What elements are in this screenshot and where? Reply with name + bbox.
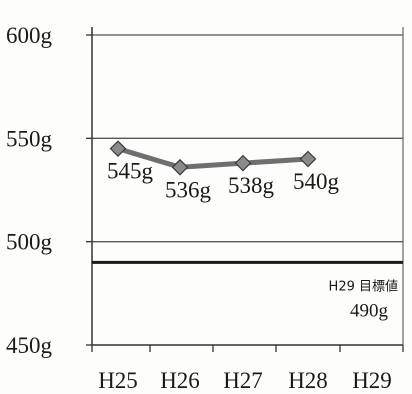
target-caption: H29 目標値: [329, 278, 398, 294]
y-tick-label-500: 500g: [6, 230, 53, 255]
data-label-H26: 536g: [165, 177, 212, 202]
x-tick-label-H29: H29: [352, 368, 392, 393]
data-label-H27: 538g: [228, 173, 275, 198]
x-tick-label-H25: H25: [98, 368, 138, 393]
x-tick-label-H27: H27: [223, 368, 263, 393]
data-label-H25: 545g: [107, 159, 154, 184]
y-tick-label-550: 550g: [6, 126, 53, 151]
data-point-H25: [109, 140, 127, 158]
data-label-H28: 540g: [293, 169, 340, 194]
grid-layer: [92, 34, 403, 243]
label-layer: 545g 536g 538g 540g: [107, 159, 340, 203]
target-value-label: 490g: [350, 300, 389, 321]
y-tick-label-600: 600g: [6, 23, 53, 48]
data-point-H27: [234, 154, 252, 172]
x-tick-label-H26: H26: [160, 368, 200, 393]
data-point-H26: [171, 158, 189, 176]
axis-layer: 450g 500g 550g 600g H25 H26 H27 H28 H29: [6, 23, 404, 393]
reference-layer: H29 目標値 490g: [92, 260, 403, 321]
y-tick-label-450: 450g: [6, 333, 53, 358]
x-tick-label-H28: H28: [288, 368, 328, 393]
data-point-H28: [299, 150, 317, 168]
series-line-0: [117, 146, 309, 170]
series-layer: [109, 140, 317, 176]
